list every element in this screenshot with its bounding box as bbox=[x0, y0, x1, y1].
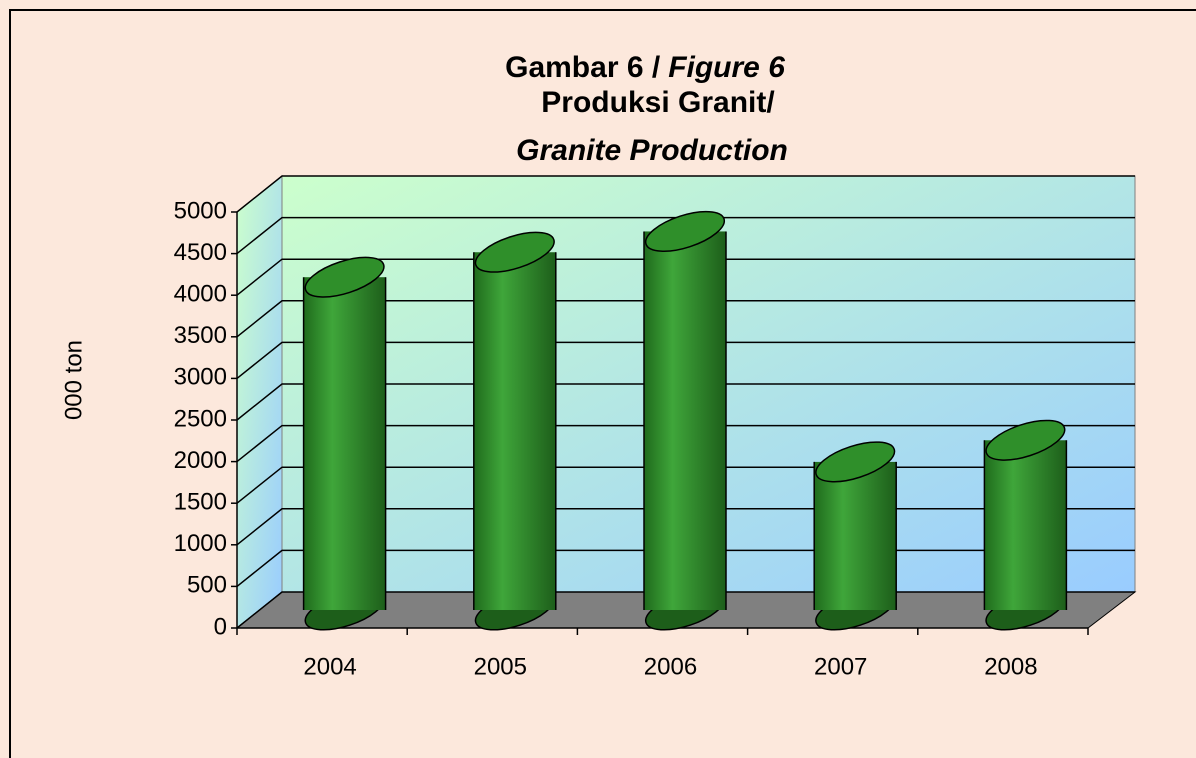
cylinder bbox=[983, 419, 1068, 631]
cylinder bbox=[302, 256, 387, 631]
y-tick-label: 3000 bbox=[174, 364, 227, 391]
grid-line bbox=[236, 175, 1135, 213]
cylinder-top bbox=[304, 256, 385, 298]
bar bbox=[303, 277, 386, 610]
y-axis-label: 000 ton bbox=[60, 340, 87, 420]
bar bbox=[984, 440, 1067, 610]
x-tick-label: 2004 bbox=[303, 653, 356, 680]
x-tick-label: 2008 bbox=[984, 653, 1037, 680]
grid-line bbox=[236, 216, 1135, 255]
y-tick-label: 2000 bbox=[174, 447, 227, 474]
bar bbox=[814, 461, 897, 610]
grid-line bbox=[236, 341, 1135, 379]
x-tick-label: 2005 bbox=[474, 653, 527, 680]
grid-line bbox=[236, 424, 1135, 463]
cylinder-top bbox=[815, 441, 896, 483]
cylinder bbox=[473, 231, 557, 631]
x-tick-label: 2007 bbox=[814, 653, 867, 680]
y-tick-label: 4000 bbox=[174, 281, 227, 308]
y-tick-label: 3500 bbox=[174, 322, 227, 349]
cylinder-top bbox=[644, 210, 726, 252]
grid-line bbox=[236, 383, 1135, 421]
cylinder bbox=[813, 441, 897, 631]
x-tick-label: 2006 bbox=[644, 653, 697, 680]
bar bbox=[473, 252, 556, 611]
grid-line bbox=[236, 258, 1135, 296]
grid-line bbox=[236, 300, 1135, 338]
chart-title: Gambar 6 / bbox=[505, 51, 661, 84]
chart-title: Figure 6 bbox=[668, 51, 785, 84]
chart-subtitle: Granite Production bbox=[516, 134, 788, 167]
y-tick-label: 4500 bbox=[174, 239, 227, 266]
cylinder-top bbox=[474, 231, 555, 273]
y-tick-label: 1500 bbox=[174, 489, 227, 516]
cylinder bbox=[643, 210, 727, 631]
y-tick-label: 1000 bbox=[174, 530, 227, 557]
y-tick-label: 2500 bbox=[174, 405, 227, 432]
y-tick-label: 5000 bbox=[174, 197, 227, 224]
chart-subtitle: Produksi Granit/ bbox=[541, 86, 775, 119]
y-tick-label: 0 bbox=[214, 613, 227, 640]
bar bbox=[644, 231, 726, 610]
cylinder-top bbox=[985, 419, 1066, 461]
y-tick-label: 500 bbox=[187, 572, 227, 599]
